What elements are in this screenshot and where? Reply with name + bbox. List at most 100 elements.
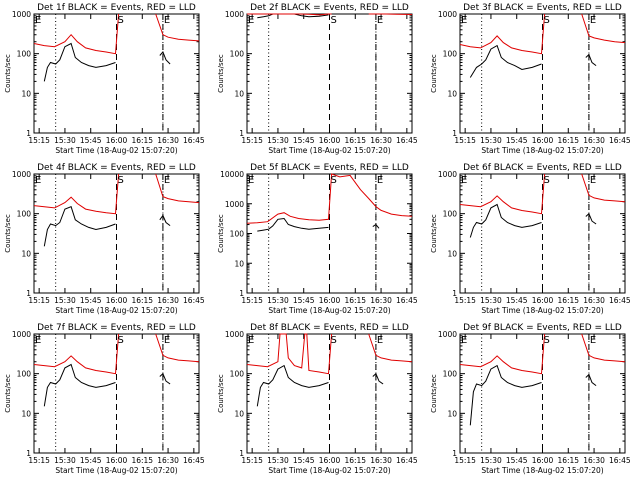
- x-tick-label: 15:45: [293, 456, 315, 465]
- chart-title: Det 3f BLACK = Events, RED = LLD: [463, 3, 622, 13]
- x-tick-label: 15:45: [80, 456, 102, 465]
- event-marker-label: S: [118, 335, 124, 346]
- x-tick-label: 15:30: [480, 456, 502, 465]
- chart-panel-8: Det 8f BLACK = Events, RED = LLD 1 10 100 10…: [217, 323, 418, 475]
- lld-series-line: [246, 333, 413, 375]
- y-tick-label: 1000: [225, 330, 244, 339]
- x-tick-label: 16:15: [131, 136, 153, 145]
- y-tick-label: 100: [17, 50, 32, 59]
- x-tick-label: 16:00: [319, 136, 341, 145]
- y-tick-label: 10: [21, 249, 31, 258]
- event-marker-label: S: [544, 15, 550, 26]
- event-marker-label: E: [461, 175, 467, 186]
- event-marker-label: S: [331, 15, 337, 26]
- event-marker-label: E: [35, 175, 41, 186]
- event-marker-label: E: [248, 335, 254, 346]
- chart-panel-4: Det 4f BLACK = Events, RED = LLD 1 10 100 10…: [4, 163, 205, 315]
- lld-series-line: [246, 173, 413, 224]
- x-tick-label: 15:45: [293, 136, 315, 145]
- x-tick-label: 15:15: [241, 296, 263, 305]
- y-tick-label: 1000: [438, 330, 457, 339]
- x-tick-label: 16:30: [583, 296, 605, 305]
- event-marker-label: E: [590, 15, 596, 26]
- chart-panel-3: Det 3f BLACK = Events, RED = LLD 1 10 100 10…: [430, 3, 631, 155]
- x-tick-label: 16:15: [344, 296, 366, 305]
- x-axis-label: Start Time (18-Aug-02 15:07:20): [55, 466, 177, 475]
- x-tick-label: 16:15: [557, 456, 579, 465]
- x-axis-label: Start Time (18-Aug-02 15:07:20): [481, 146, 603, 155]
- lld-series-line: [459, 333, 626, 375]
- event-marker-label: S: [118, 175, 124, 186]
- y-axis-label: Counts/sec: [430, 214, 438, 253]
- x-tick-label: 16:30: [583, 456, 605, 465]
- x-tick-label: 15:30: [267, 296, 289, 305]
- y-tick-label: 10: [447, 249, 457, 258]
- x-tick-label: 16:30: [157, 456, 179, 465]
- events-series-line: [43, 42, 171, 82]
- x-tick-label: 15:45: [506, 456, 528, 465]
- chart-panel-6: Det 6f BLACK = Events, RED = LLD 1 10 100 10…: [430, 163, 631, 315]
- y-tick-label: 10: [447, 89, 457, 98]
- x-tick-label: 16:30: [157, 296, 179, 305]
- event-marker-label: E: [590, 335, 596, 346]
- events-series-line: [469, 364, 597, 426]
- x-tick-label: 15:45: [506, 136, 528, 145]
- x-tick-label: 16:45: [183, 456, 205, 465]
- events-series-line: [469, 44, 597, 78]
- y-tick-label: 10: [234, 409, 244, 418]
- x-tick-label: 16:15: [131, 296, 153, 305]
- event-marker-label: E: [164, 15, 170, 26]
- y-tick-label: 1000: [12, 330, 31, 339]
- y-tick-label: 10000: [220, 170, 244, 179]
- chart-panel-5: Det 5f BLACK = Events, RED = LLD 1 10 100 10…: [217, 163, 418, 315]
- x-tick-label: 16:30: [370, 456, 392, 465]
- events-series-line: [257, 217, 380, 232]
- chart-panel-7: Det 7f BLACK = Events, RED = LLD 1 10 100 10…: [4, 323, 205, 475]
- y-tick-label: 1: [239, 449, 244, 458]
- x-tick-label: 16:00: [532, 136, 554, 145]
- event-marker-label: E: [377, 335, 383, 346]
- x-tick-label: 16:45: [183, 136, 205, 145]
- y-axis-label: Counts/sec: [217, 54, 225, 93]
- x-tick-label: 15:45: [506, 296, 528, 305]
- chart-title: Det 7f BLACK = Events, RED = LLD: [37, 323, 196, 333]
- x-tick-label: 15:30: [480, 136, 502, 145]
- y-tick-label: 1000: [12, 170, 31, 179]
- y-axis-label: Counts/sec: [4, 374, 12, 413]
- x-tick-label: 15:15: [454, 136, 476, 145]
- event-marker-label: E: [248, 175, 254, 186]
- x-tick-label: 16:15: [557, 136, 579, 145]
- event-marker-label: E: [461, 15, 467, 26]
- y-tick-label: 1000: [438, 170, 457, 179]
- y-tick-label: 10: [234, 89, 244, 98]
- y-axis-label: Counts/sec: [4, 214, 12, 253]
- chart-title: Det 8f BLACK = Events, RED = LLD: [250, 323, 409, 333]
- y-axis-label: Counts/sec: [430, 54, 438, 93]
- lld-series-line: [459, 13, 626, 55]
- y-tick-label: 1: [452, 289, 457, 298]
- x-tick-label: 15:30: [267, 136, 289, 145]
- lld-series-line: [459, 173, 626, 215]
- x-tick-label: 16:45: [396, 456, 418, 465]
- y-tick-label: 1: [452, 449, 457, 458]
- x-tick-label: 16:00: [532, 296, 554, 305]
- y-tick-label: 1000: [438, 10, 457, 19]
- chart-title: Det 1f BLACK = Events, RED = LLD: [37, 3, 196, 13]
- y-tick-label: 1: [452, 129, 457, 138]
- event-marker-label: E: [35, 335, 41, 346]
- y-axis-label: Counts/sec: [217, 374, 225, 413]
- x-tick-label: 15:30: [54, 136, 76, 145]
- x-tick-label: 16:00: [319, 296, 341, 305]
- x-tick-label: 15:30: [54, 456, 76, 465]
- lld-series-line: [33, 173, 200, 215]
- x-tick-label: 16:30: [370, 136, 392, 145]
- y-tick-label: 100: [17, 210, 32, 219]
- event-marker-label: S: [331, 175, 337, 186]
- y-tick-label: 1: [26, 129, 31, 138]
- chart-title: Det 4f BLACK = Events, RED = LLD: [37, 163, 196, 173]
- y-tick-label: 100: [443, 210, 458, 219]
- y-tick-label: 100: [230, 370, 245, 379]
- y-tick-label: 1: [26, 449, 31, 458]
- y-tick-label: 100: [230, 230, 245, 239]
